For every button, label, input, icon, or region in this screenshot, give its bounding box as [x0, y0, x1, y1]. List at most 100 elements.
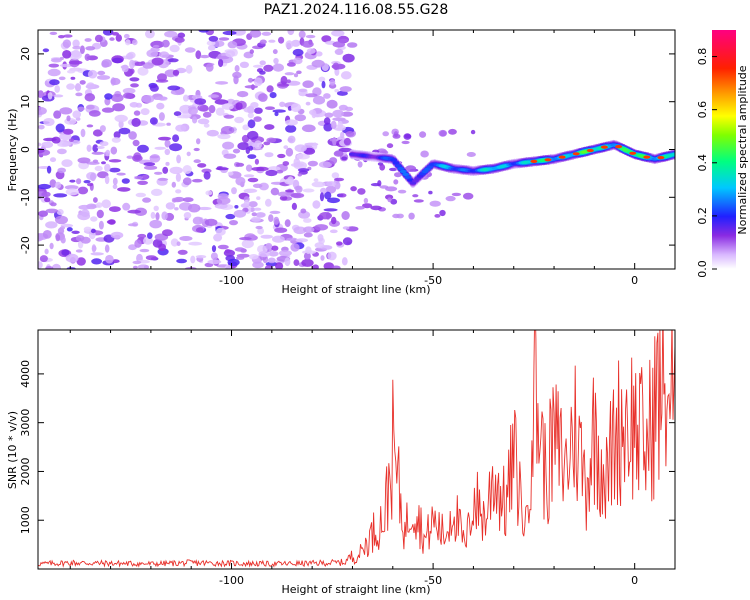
heatmap-noise-cell	[129, 77, 140, 82]
heatmap-noise-cell	[241, 134, 250, 143]
heatmap-noise-cell	[79, 45, 85, 54]
heatmap-noise-cell	[232, 148, 241, 154]
heatmap-noise-cell	[323, 117, 331, 125]
heatmap-noise-cell	[61, 142, 72, 147]
heatmap-noise-cell	[235, 102, 243, 111]
heatmap-noise-cell	[38, 183, 51, 190]
heatmap-scatter-cell	[357, 161, 363, 168]
heatmap-noise-cell	[158, 112, 165, 121]
heatmap-noise-cell	[244, 85, 258, 89]
heatmap-noise-cell	[38, 261, 43, 269]
heatmap-noise-cell	[293, 226, 307, 235]
heatmap-noise-cell	[277, 83, 290, 87]
heatmap-noise-cell	[176, 258, 188, 264]
heatmap-noise-cell	[80, 209, 90, 217]
heatmap-noise-cell	[252, 183, 263, 188]
heatmap-noise-cell	[314, 224, 329, 231]
heatmap-noise-cell	[239, 61, 249, 68]
heatmap-noise-cell	[285, 40, 294, 49]
heatmap-noise-cell	[195, 255, 207, 259]
heatmap-scatter-cell	[355, 206, 365, 210]
heatmap-noise-cell	[98, 220, 104, 230]
heatmap-noise-cell	[243, 107, 253, 113]
heatmap-noise-cell	[259, 39, 267, 45]
heatmap-noise-cell	[202, 111, 212, 118]
heatmap-noise-cell	[331, 30, 345, 37]
heatmap-noise-cell	[287, 30, 295, 36]
heatmap-noise-cell	[74, 83, 82, 92]
heatmap-noise-cell	[121, 64, 129, 73]
heatmap-noise-cell	[49, 79, 60, 86]
heatmap-noise-cell	[207, 45, 216, 51]
heatmap-noise-cell	[300, 208, 307, 214]
heatmap-noise-cell	[165, 161, 170, 166]
heatmap-noise-cell	[332, 62, 340, 71]
heatmap-noise-cell	[84, 38, 92, 42]
heatmap-noise-cell	[297, 168, 310, 172]
heatmap-noise-cell	[127, 209, 141, 214]
heatmap-noise-cell	[323, 122, 333, 132]
heatmap-noise-cell	[215, 227, 226, 236]
heatmap-noise-cell	[45, 221, 58, 229]
heatmap-noise-cell	[235, 162, 245, 167]
heatmap-noise-cell	[260, 234, 273, 239]
heatmap-noise-cell	[70, 76, 76, 80]
heatmap-ridge-cell	[397, 167, 405, 171]
snr-frame	[37, 329, 676, 570]
heatmap-noise-cell	[311, 109, 317, 119]
heatmap-noise-cell	[57, 148, 67, 155]
heatmap-noise-cell	[273, 216, 280, 225]
heatmap-noise-cell	[224, 264, 232, 269]
heatmap-noise-cell	[172, 69, 180, 76]
heatmap-noise-cell	[182, 197, 194, 203]
heatmap-noise-cell	[247, 112, 254, 119]
heatmap-scatter-cell	[445, 195, 456, 202]
heatmap-noise-cell	[92, 144, 99, 153]
heatmap-noise-cell	[243, 174, 255, 178]
heatmap-noise-cell	[285, 119, 298, 126]
heatmap-noise-cell	[331, 265, 341, 269]
heatmap-noise-cell	[183, 212, 192, 219]
heatmap-noise-cell	[167, 85, 181, 91]
heatmap-noise-cell	[192, 178, 203, 183]
heatmap-noise-cell	[213, 233, 223, 242]
heatmap-noise-cell	[142, 197, 152, 203]
heatmap-noise-cell	[278, 36, 285, 44]
heatmap-noise-cell	[303, 232, 313, 238]
heatmap-noise-cell	[176, 154, 182, 164]
heatmap-noise-cell	[266, 137, 277, 143]
snr-xtick-label: -50	[424, 574, 442, 587]
heatmap-scatter-cell	[466, 152, 476, 157]
heatmap-noise-cell	[123, 33, 130, 39]
heatmap-scatter-cell	[428, 190, 433, 195]
heatmap-noise-cell	[203, 123, 210, 128]
heatmap-peak-cell	[558, 155, 566, 159]
figure-title: PAZ1.2024.116.08.55.G28	[264, 2, 449, 18]
heatmap-scatter-cell	[470, 129, 476, 135]
heatmap-noise-cell	[291, 39, 301, 47]
heatmap-noise-cell	[108, 159, 122, 163]
heatmap-noise-cell	[162, 229, 173, 237]
heatmap-noise-cell	[319, 192, 325, 202]
heatmap-noise-cell	[129, 59, 135, 69]
heatmap-noise-cell	[164, 139, 171, 148]
heatmap-noise-cell	[338, 193, 347, 198]
heatmap-peak-cell	[572, 152, 580, 156]
heatmap-noise-cell	[141, 95, 155, 103]
heatmap-noise-cell	[234, 65, 240, 72]
heatmap-noise-cell	[327, 251, 337, 261]
heatmap-noise-cell	[225, 213, 236, 220]
heatmap-noise-cell	[225, 50, 236, 58]
heatmap-noise-cell	[137, 66, 149, 76]
heatmap-noise-cell	[176, 241, 181, 246]
heatmap-xtick-label: 0	[631, 274, 638, 287]
heatmap-noise-cell	[41, 191, 51, 198]
heatmap-noise-cell	[66, 227, 73, 232]
heatmap-noise-cell	[324, 191, 332, 200]
heatmap-noise-cell	[312, 142, 318, 150]
heatmap-noise-cell	[90, 252, 104, 256]
heatmap-noise-cell	[296, 153, 310, 160]
heatmap-noise-cell	[182, 165, 192, 174]
heatmap-noise-cell	[264, 152, 274, 158]
